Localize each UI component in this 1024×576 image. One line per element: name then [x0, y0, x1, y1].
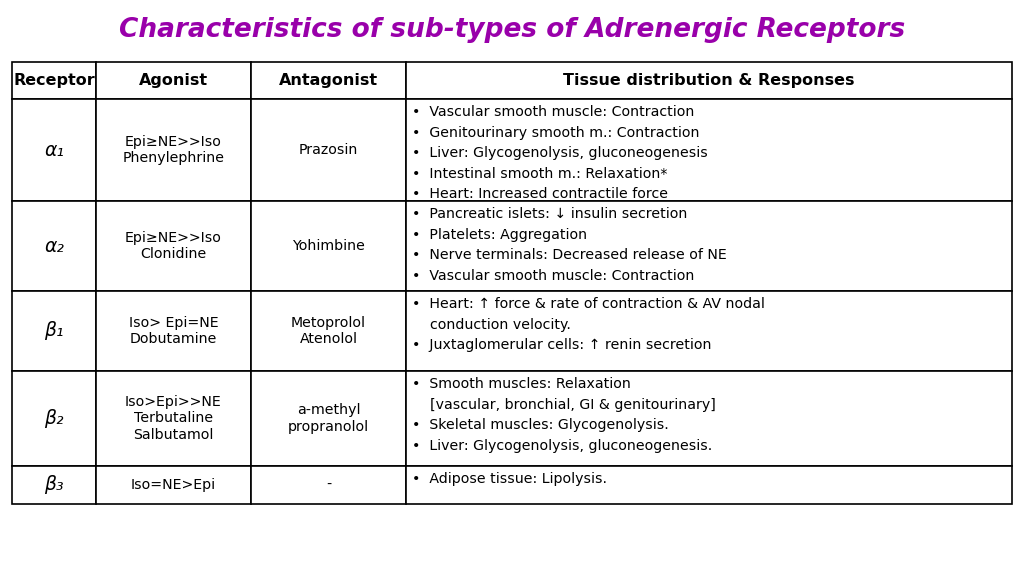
Text: α₂: α₂ — [44, 237, 63, 256]
Text: •  Adipose tissue: Lipolysis.: • Adipose tissue: Lipolysis. — [412, 472, 607, 486]
Bar — [12, 99, 96, 201]
Text: Antagonist: Antagonist — [279, 73, 378, 88]
Bar — [406, 99, 1012, 201]
Text: Receptor: Receptor — [13, 73, 95, 88]
Text: Epi≥NE>>Iso
Clonidine: Epi≥NE>>Iso Clonidine — [125, 231, 222, 261]
Text: a-methyl
propranolol: a-methyl propranolol — [288, 403, 369, 434]
Bar — [406, 201, 1012, 291]
Text: Epi≥NE>>Iso
Phenylephrine: Epi≥NE>>Iso Phenylephrine — [123, 135, 224, 165]
Bar — [12, 466, 96, 504]
Text: •  Smooth muscles: Relaxation
    [vascular, bronchial, GI & genitourinary]
•  S: • Smooth muscles: Relaxation [vascular, … — [412, 377, 716, 453]
Bar — [251, 62, 406, 99]
Bar — [406, 466, 1012, 504]
Text: Iso>Epi>>NE
Terbutaline
Salbutamol: Iso>Epi>>NE Terbutaline Salbutamol — [125, 395, 222, 442]
Text: Yohimbine: Yohimbine — [292, 239, 365, 253]
Text: -: - — [326, 478, 331, 492]
Text: •  Heart: ↑ force & rate of contraction & AV nodal
    conduction velocity.
•  J: • Heart: ↑ force & rate of contraction &… — [412, 297, 765, 352]
Text: Agonist: Agonist — [139, 73, 208, 88]
Bar — [96, 201, 251, 291]
Bar — [12, 291, 96, 371]
Text: •  Vascular smooth muscle: Contraction
•  Genitourinary smooth m.: Contraction
•: • Vascular smooth muscle: Contraction • … — [412, 105, 708, 202]
Text: Tissue distribution & Responses: Tissue distribution & Responses — [563, 73, 855, 88]
Bar — [96, 371, 251, 466]
Bar — [251, 291, 406, 371]
Bar — [251, 466, 406, 504]
Bar — [406, 62, 1012, 99]
Bar — [406, 371, 1012, 466]
Bar — [96, 291, 251, 371]
Text: β₃: β₃ — [44, 476, 63, 495]
Text: β₁: β₁ — [44, 321, 63, 340]
Text: Metoprolol
Atenolol: Metoprolol Atenolol — [291, 316, 366, 346]
Text: β₂: β₂ — [44, 409, 63, 428]
Bar — [251, 201, 406, 291]
Bar — [406, 291, 1012, 371]
Bar — [12, 62, 96, 99]
Text: Prazosin: Prazosin — [299, 143, 358, 157]
Bar — [96, 62, 251, 99]
Bar — [96, 99, 251, 201]
Text: α₁: α₁ — [44, 141, 63, 160]
Bar — [251, 99, 406, 201]
Bar — [96, 466, 251, 504]
Bar — [12, 201, 96, 291]
Text: Characteristics of sub-types of Adrenergic Receptors: Characteristics of sub-types of Adrenerg… — [119, 17, 905, 43]
Text: Iso=NE>Epi: Iso=NE>Epi — [131, 478, 216, 492]
Text: Iso> Epi=NE
Dobutamine: Iso> Epi=NE Dobutamine — [129, 316, 218, 346]
Bar — [12, 371, 96, 466]
Text: •  Pancreatic islets: ↓ insulin secretion
•  Platelets: Aggregation
•  Nerve ter: • Pancreatic islets: ↓ insulin secretion… — [412, 207, 727, 283]
Bar — [251, 371, 406, 466]
